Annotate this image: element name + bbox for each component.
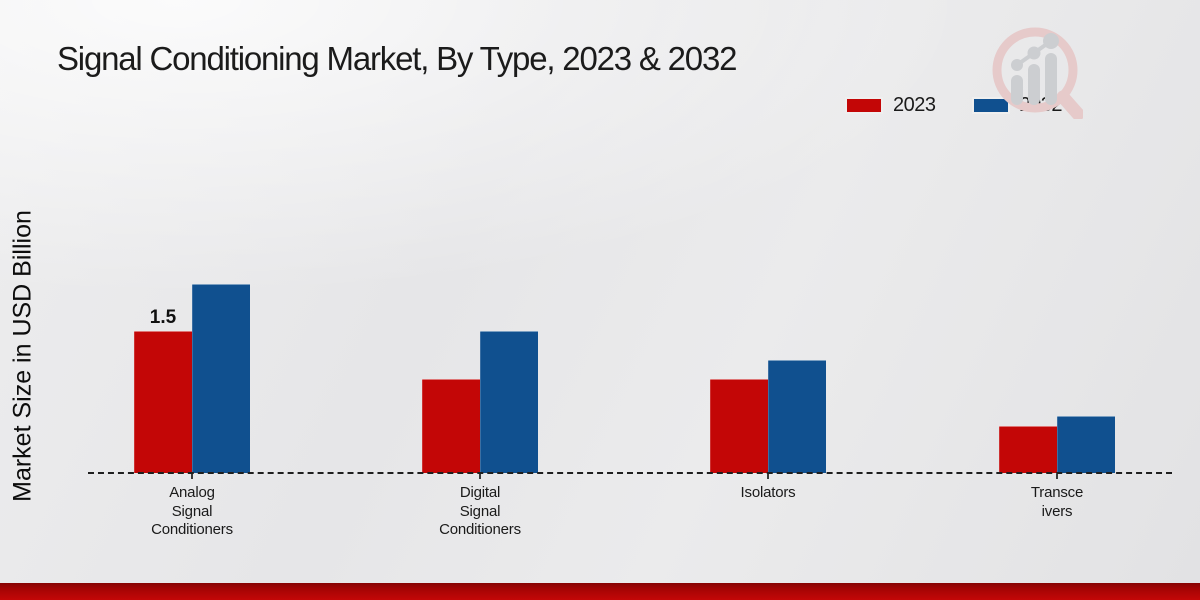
legend-label: 2023 bbox=[893, 94, 936, 116]
bar-2023-digital-signal-conditioners bbox=[422, 378, 480, 473]
x-axis-tick bbox=[191, 474, 193, 479]
footer-stripe bbox=[0, 583, 1200, 600]
y-axis-label: Market Size in USD Billion bbox=[8, 210, 37, 502]
chart-title: Signal Conditioning Market, By Type, 202… bbox=[57, 40, 737, 77]
legend-swatch-2032 bbox=[971, 97, 1010, 114]
x-axis-tick bbox=[479, 474, 481, 479]
bar-2023-transceivers bbox=[999, 425, 1057, 473]
x-tick-label-digital-signal-conditioners: Digital Signal Conditioners bbox=[439, 484, 521, 538]
bar-value-label-2023-analog-signal-conditioners: 1.5 bbox=[149, 307, 177, 329]
bar-2023-analog-signal-conditioners bbox=[134, 331, 192, 473]
brand-magnifier-chart-logo-watermark bbox=[992, 27, 1083, 119]
bar-2023-isolators bbox=[710, 378, 768, 473]
bar-2032-isolators bbox=[768, 359, 826, 473]
bar-2032-transceivers bbox=[1057, 416, 1115, 473]
x-tick-label-transceivers: Transce ivers bbox=[1030, 484, 1084, 520]
bar-2032-digital-signal-conditioners bbox=[480, 331, 538, 473]
x-axis-tick bbox=[767, 474, 769, 479]
x-axis-tick bbox=[1056, 474, 1058, 479]
legend-swatch-2023 bbox=[845, 97, 883, 114]
x-tick-label-analog-signal-conditioners: Analog Signal Conditioners bbox=[151, 484, 233, 538]
x-tick-label-isolators: Isolators bbox=[740, 484, 796, 501]
legend-item-2023: 2023 bbox=[845, 94, 936, 117]
bar-2032-analog-signal-conditioners bbox=[192, 284, 250, 473]
x-axis-baseline bbox=[88, 472, 1172, 474]
